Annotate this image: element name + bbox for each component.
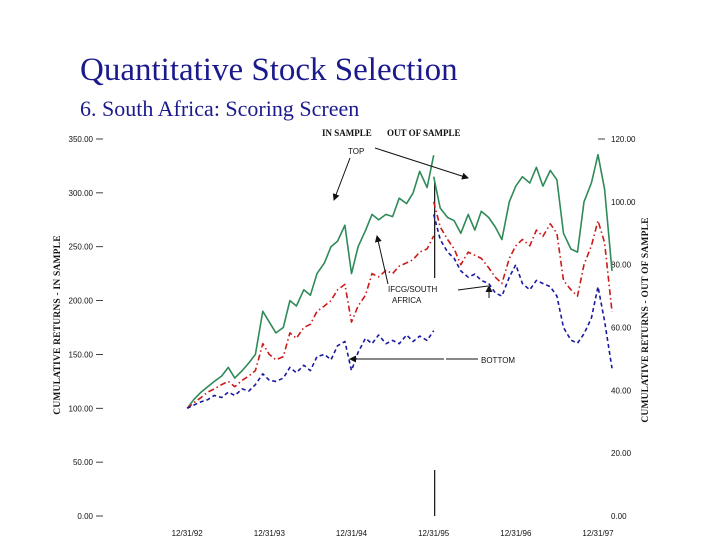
series-ifcg-south-africa-in-sample-line: [186, 235, 435, 409]
right-y-tick-label: 100.00: [611, 198, 636, 207]
x-tick-label: 12/31/97: [582, 529, 614, 538]
left-y-tick-label: 350.00: [69, 135, 94, 144]
series-top-out-sample-line: [432, 153, 613, 271]
slide-subtitle: 6. South Africa: Scoring Screen: [80, 96, 360, 121]
right-y-tick-label: 20.00: [611, 449, 632, 458]
left-y-tick-label: 150.00: [69, 350, 94, 359]
index-series-label-2: AFRICA: [392, 296, 422, 305]
left-y-axis-title: CUMULATIVE RETURNS - IN SAMPLE: [53, 235, 63, 414]
left-y-tick-label: 0.00: [77, 512, 93, 521]
x-tick-label: 12/31/95: [418, 529, 450, 538]
index-series-label: IFCG/SOUTH: [388, 285, 438, 294]
right-y-tick-label: 0.00: [611, 512, 627, 521]
bottom-series-label: BOTTOM: [481, 356, 515, 365]
x-tick-label: 12/31/92: [172, 529, 204, 538]
top-arrow-right: [374, 147, 469, 180]
top-series-label: TOP: [348, 147, 364, 156]
left-y-tick-label: 250.00: [69, 243, 94, 252]
x-tick-label: 12/31/93: [254, 529, 286, 538]
left-y-tick-label: 50.00: [73, 458, 94, 467]
x-tick-label: 12/31/94: [336, 529, 368, 538]
x-tick-label: 12/31/96: [500, 529, 532, 538]
series-bottom-in-sample-line: [186, 330, 435, 410]
right-y-tick-label: 60.00: [611, 324, 632, 333]
right-y-axis-title: CUMULATIVE RETURNS - OUT OF SAMPLE: [641, 217, 651, 422]
left-y-tick-label: 200.00: [69, 297, 94, 306]
index-arrow-right: [457, 285, 489, 291]
index-arrow-left: [374, 235, 389, 285]
series-bottom-out-sample-line: [432, 214, 613, 369]
out-of-sample-label: OUT OF SAMPLE: [387, 128, 461, 138]
right-y-tick-label: 40.00: [611, 386, 632, 395]
series-top-in-sample-line: [186, 155, 435, 409]
series-ifcg-south-africa-out-sample-line: [432, 201, 613, 312]
in-sample-label: IN SAMPLE: [322, 128, 372, 138]
right-y-tick-label: 80.00: [611, 261, 632, 270]
left-y-tick-label: 100.00: [69, 404, 94, 413]
left-y-tick-label: 300.00: [69, 189, 94, 198]
slide-title: Quantitative Stock Selection: [80, 52, 458, 88]
top-arrow-left: [332, 157, 351, 201]
right-y-tick-label: 120.00: [611, 135, 636, 144]
